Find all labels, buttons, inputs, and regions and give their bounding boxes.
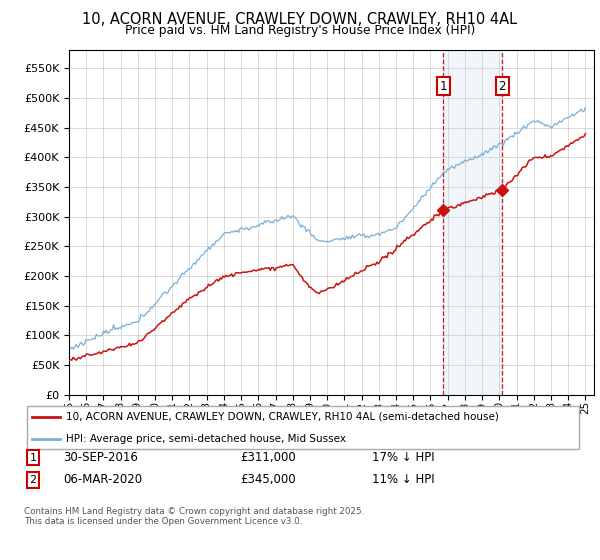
Text: £345,000: £345,000 (240, 473, 296, 487)
Text: 2: 2 (499, 80, 506, 92)
Text: 17% ↓ HPI: 17% ↓ HPI (372, 451, 434, 464)
Text: Price paid vs. HM Land Registry's House Price Index (HPI): Price paid vs. HM Land Registry's House … (125, 24, 475, 37)
Text: Contains HM Land Registry data © Crown copyright and database right 2025.
This d: Contains HM Land Registry data © Crown c… (24, 507, 364, 526)
Text: 10, ACORN AVENUE, CRAWLEY DOWN, CRAWLEY, RH10 4AL: 10, ACORN AVENUE, CRAWLEY DOWN, CRAWLEY,… (82, 12, 518, 27)
Bar (443, 50, 502, 395)
Text: HPI: Average price, semi-detached house, Mid Sussex: HPI: Average price, semi-detached house,… (66, 434, 346, 444)
Text: 06-MAR-2020: 06-MAR-2020 (63, 473, 142, 487)
Text: 10, ACORN AVENUE, CRAWLEY DOWN, CRAWLEY, RH10 4AL (semi-detached house): 10, ACORN AVENUE, CRAWLEY DOWN, CRAWLEY,… (66, 412, 499, 422)
FancyBboxPatch shape (27, 406, 579, 450)
Text: 1: 1 (29, 452, 37, 463)
Text: 11% ↓ HPI: 11% ↓ HPI (372, 473, 434, 487)
Text: 2: 2 (29, 475, 37, 485)
Text: £311,000: £311,000 (240, 451, 296, 464)
Text: 1: 1 (440, 80, 447, 92)
Text: 30-SEP-2016: 30-SEP-2016 (63, 451, 138, 464)
